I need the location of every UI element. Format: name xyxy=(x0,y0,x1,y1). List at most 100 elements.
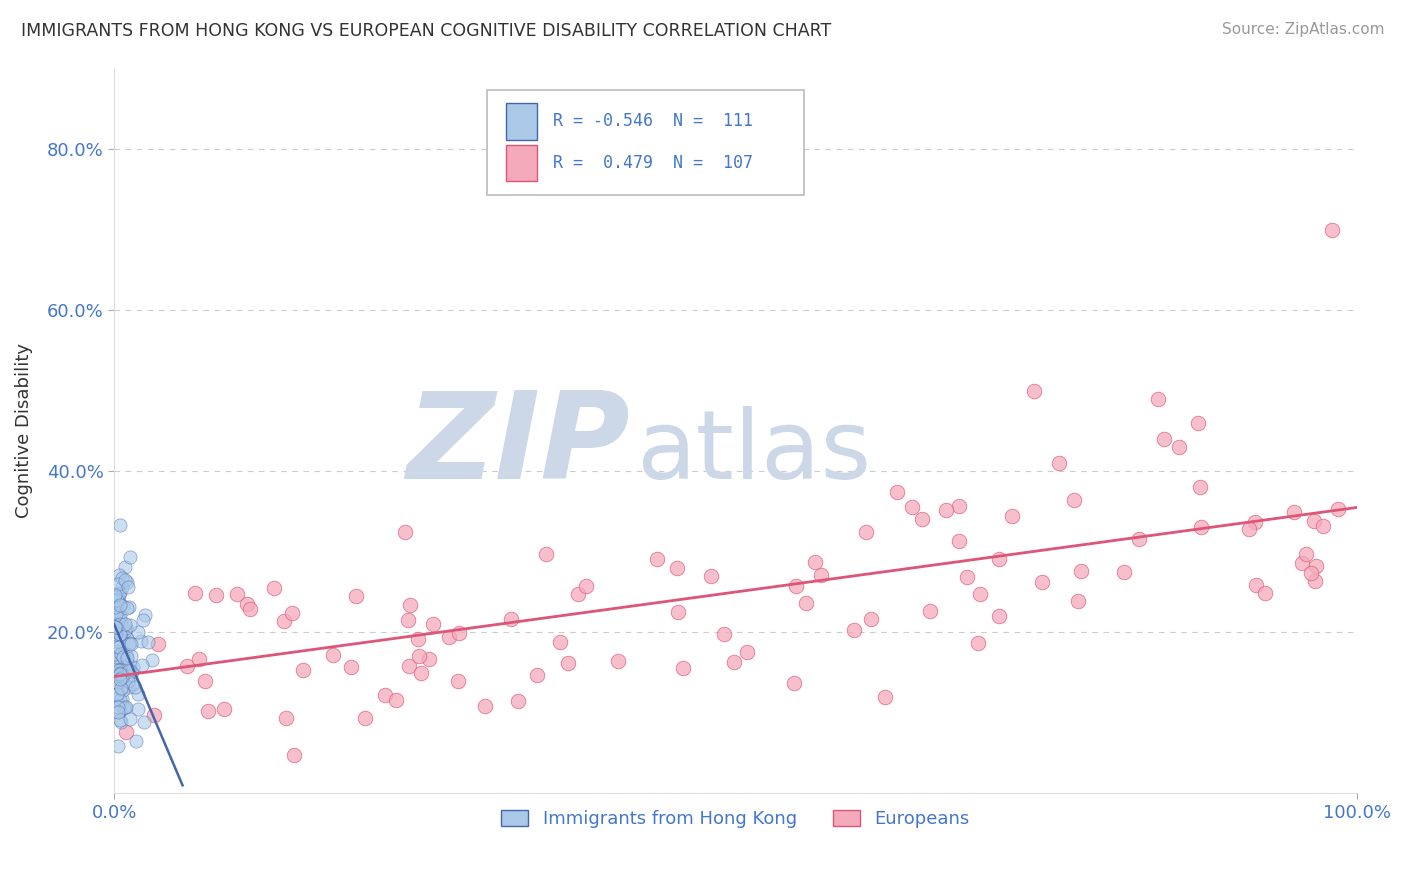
Point xyxy=(844,623,866,637)
Point xyxy=(134,608,156,623)
Point xyxy=(108,595,131,609)
Point xyxy=(104,620,127,634)
Point xyxy=(112,701,135,715)
Point xyxy=(120,635,142,649)
Point xyxy=(1031,574,1053,589)
Point xyxy=(110,665,132,679)
Point xyxy=(935,503,957,517)
Point xyxy=(1067,594,1090,608)
Point xyxy=(1022,384,1045,398)
Point xyxy=(110,668,132,682)
Point xyxy=(1305,558,1327,573)
Point xyxy=(437,630,460,644)
Point xyxy=(112,599,135,613)
Point xyxy=(104,627,127,641)
Point xyxy=(988,609,1011,624)
Point xyxy=(107,609,129,624)
Point xyxy=(398,659,420,673)
Point xyxy=(107,640,129,654)
Point xyxy=(110,670,132,684)
Point xyxy=(666,560,689,574)
Point xyxy=(449,625,471,640)
Point xyxy=(501,612,523,626)
Point xyxy=(1291,556,1313,570)
Point xyxy=(969,587,991,601)
Point xyxy=(104,628,127,642)
Point xyxy=(672,661,695,675)
Point xyxy=(422,617,444,632)
Point xyxy=(107,663,129,677)
Point xyxy=(108,587,131,601)
Point xyxy=(104,594,127,608)
Point xyxy=(108,714,131,728)
Point xyxy=(118,681,141,695)
Point xyxy=(1237,522,1260,536)
Point xyxy=(110,673,132,687)
Point xyxy=(408,648,430,663)
Point xyxy=(406,632,429,646)
Point xyxy=(1295,547,1317,561)
Point xyxy=(281,606,304,620)
Point xyxy=(886,485,908,500)
Point xyxy=(557,656,579,670)
Point xyxy=(127,701,149,715)
Point xyxy=(291,663,314,677)
Point xyxy=(283,748,305,763)
Point xyxy=(114,678,136,692)
Point xyxy=(1187,416,1209,430)
Point xyxy=(900,500,922,514)
Point xyxy=(108,617,131,632)
Point xyxy=(340,660,363,674)
Point xyxy=(1189,520,1212,534)
Point xyxy=(396,613,419,627)
Y-axis label: Cognitive Disability: Cognitive Disability xyxy=(15,343,32,518)
Point xyxy=(115,600,138,615)
Point xyxy=(114,616,136,631)
Point xyxy=(107,700,129,714)
Point xyxy=(107,577,129,591)
Point xyxy=(105,593,128,607)
Point xyxy=(110,614,132,628)
Point xyxy=(108,704,131,718)
Point xyxy=(115,647,138,661)
Point xyxy=(120,549,142,564)
Point xyxy=(1303,514,1326,528)
Point xyxy=(118,618,141,632)
Point xyxy=(666,605,689,619)
Text: ZIP: ZIP xyxy=(406,387,630,504)
Point xyxy=(948,534,970,549)
Point xyxy=(104,619,127,633)
Point xyxy=(108,693,131,707)
Point xyxy=(785,579,807,593)
Point xyxy=(1168,440,1191,454)
Point xyxy=(723,655,745,669)
Point xyxy=(104,624,127,639)
Point xyxy=(104,608,127,623)
Point xyxy=(197,704,219,718)
Legend: Immigrants from Hong Kong, Europeans: Immigrants from Hong Kong, Europeans xyxy=(494,802,977,835)
Point xyxy=(103,667,125,681)
Point xyxy=(804,555,827,569)
Point xyxy=(212,702,235,716)
Point xyxy=(187,652,209,666)
Point xyxy=(110,627,132,641)
Point xyxy=(810,568,832,582)
Point xyxy=(1063,493,1085,508)
Point xyxy=(1254,586,1277,600)
Point xyxy=(956,569,979,583)
Point xyxy=(115,631,138,645)
Point xyxy=(107,706,129,720)
Point xyxy=(1282,505,1305,519)
Point xyxy=(1327,501,1350,516)
Point xyxy=(860,612,883,626)
Point xyxy=(104,600,127,615)
Point xyxy=(111,692,134,706)
Point xyxy=(142,707,165,722)
Point xyxy=(108,698,131,713)
Point xyxy=(418,652,440,666)
Point xyxy=(146,637,169,651)
Point xyxy=(104,588,127,602)
Point xyxy=(114,624,136,639)
Point xyxy=(205,588,228,602)
Point xyxy=(322,648,344,662)
